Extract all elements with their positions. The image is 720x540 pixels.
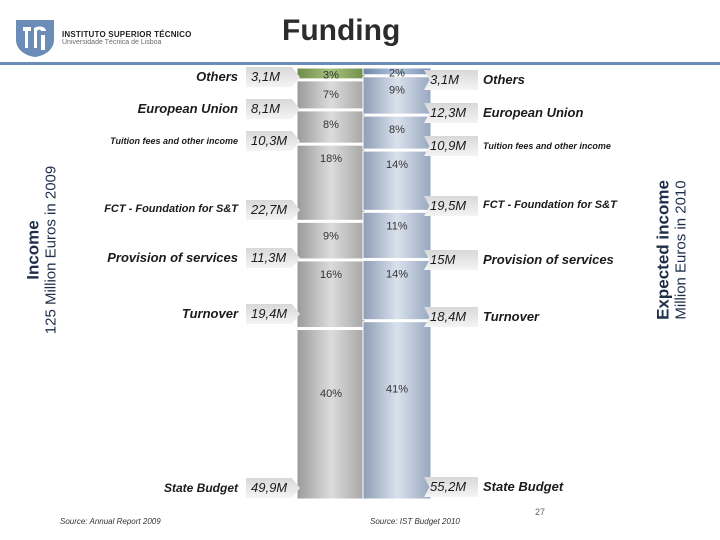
university-name: Universidade Técnica de Lisboa: [62, 39, 162, 46]
left-amount-arrow: [246, 200, 300, 220]
left-amount-value: 49,9M: [251, 480, 288, 496]
left-amount-value: 19,4M: [251, 306, 288, 322]
source-right: Source: IST Budget 2010: [370, 517, 460, 526]
right-segment-label: 11%: [386, 220, 407, 232]
left-amount-value: 8,1M: [251, 101, 280, 117]
left-segment-label: 7%: [323, 89, 339, 101]
left-amount-arrow: [246, 99, 300, 119]
right-amount-value: 12,3M: [430, 105, 467, 121]
right-category-label: Tuition fees and other income: [483, 140, 611, 151]
left-category-label: Turnover: [181, 306, 238, 322]
right-amount-value: 19,5M: [430, 198, 467, 214]
right-amount-arrow: [424, 477, 478, 497]
right-category-label: Provision of services: [483, 252, 614, 268]
left-segment-label: 8%: [323, 119, 339, 131]
right-amount-arrow: [424, 250, 478, 270]
left-bar-segment: [296, 221, 366, 260]
page-title: Funding: [282, 14, 401, 47]
right-amount-value: 18,4M: [430, 309, 467, 325]
right-amount-arrow: [424, 103, 478, 123]
left-amount-arrow: [246, 304, 300, 324]
left-amount-arrow: [246, 131, 300, 151]
left-segment-label: 16%: [320, 269, 342, 281]
right-category-label: State Budget: [483, 479, 564, 495]
right-segment-label: 2%: [389, 67, 405, 79]
left-bar-segment: [296, 144, 366, 221]
left-amount-value: 3,1M: [251, 69, 280, 85]
left-amount-arrow: [246, 248, 300, 268]
left-bar-segment: [296, 329, 366, 500]
right-category-label: European Union: [483, 105, 584, 121]
right-category-label: FCT - Foundation for S&T: [483, 199, 617, 212]
left-bar-segment: [296, 110, 366, 144]
right-segment-label: 8%: [389, 124, 405, 136]
right-amount-value: 15M: [430, 252, 456, 268]
right-bar-segment: [362, 321, 432, 500]
left-segment-label: 9%: [323, 230, 339, 242]
right-amount-value: 3,1M: [430, 72, 459, 88]
right-category-label: Turnover: [483, 309, 540, 325]
source-left: Source: Annual Report 2009: [60, 517, 161, 526]
left-category-label: Tuition fees and other income: [110, 135, 238, 146]
right-bar-segment: [362, 211, 432, 259]
left-segment-label: 18%: [320, 153, 342, 165]
left-amount-arrow: [246, 478, 300, 498]
right-amount-value: 55,2M: [430, 479, 467, 495]
left-amount-value: 11,3M: [251, 250, 287, 266]
right-segment-label: 9%: [389, 85, 405, 97]
page-number: 27: [535, 507, 546, 517]
left-segment-label: 3%: [323, 69, 339, 81]
right-segment-label: 14%: [386, 159, 408, 171]
right-stacked-bar: 41% 14% 11% 14% 8% 9% 2%: [362, 67, 432, 500]
institution-name: INSTITUTO SUPERIOR TÉCNICO: [62, 30, 192, 39]
left-stacked-bar: 40% 16% 9% 18% 8% 7% 3%: [296, 67, 366, 500]
right-bar-segment: [362, 150, 432, 211]
header-divider: [0, 62, 720, 65]
left-segment-label: 40%: [320, 388, 342, 400]
left-category-label: State Budget: [163, 480, 238, 495]
left-amount-value: 10,3M: [251, 133, 288, 149]
right-amount-arrow: [424, 136, 478, 156]
right-bar-segment: [362, 259, 432, 321]
right-amount-arrow: [424, 196, 478, 216]
right-bar-segment: [362, 115, 432, 150]
left-amount-value: 22,7M: [251, 202, 288, 218]
right-amount-arrow: [424, 70, 478, 90]
left-category-label: Provision of services: [107, 250, 238, 266]
right-amount-arrow: [424, 307, 478, 327]
left-category-label: Others: [196, 69, 238, 85]
right-segment-label: 41%: [386, 383, 408, 395]
ist-logo-icon: [16, 20, 54, 57]
right-category-label: Others: [483, 72, 525, 88]
left-category-label: FCT - Foundation for S&T: [104, 203, 238, 216]
left-category-label: European Union: [137, 101, 238, 117]
right-amount-value: 10,9M: [430, 138, 467, 154]
left-amount-arrow: [246, 67, 300, 87]
left-bar-segment: [296, 80, 366, 110]
right-segment-label: 14%: [386, 268, 408, 280]
right-bar-segment: [362, 76, 432, 115]
